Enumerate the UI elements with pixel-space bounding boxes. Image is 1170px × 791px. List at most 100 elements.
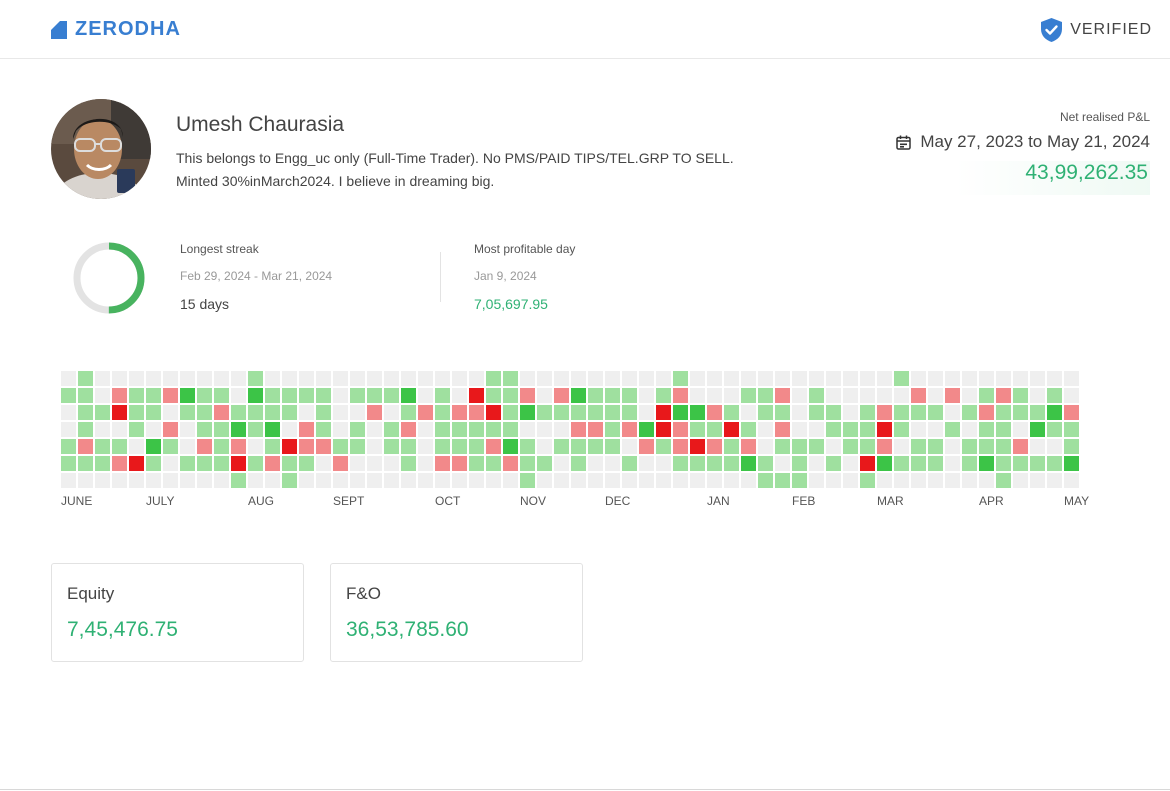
heatmap-day-cell <box>979 405 994 420</box>
month-label: SEPT <box>333 494 365 508</box>
heatmap-day-cell <box>282 371 297 386</box>
heatmap-day-cell <box>163 371 178 386</box>
heatmap-day-cell <box>418 439 433 454</box>
heatmap-day-cell <box>639 439 654 454</box>
heatmap-day-cell <box>129 405 144 420</box>
heatmap-day-cell <box>996 456 1011 471</box>
heatmap-day-cell <box>435 422 450 437</box>
heatmap-day-cell <box>61 473 76 488</box>
equity-card[interactable]: Equity 7,45,476.75 <box>51 563 304 662</box>
heatmap-day-cell <box>656 371 671 386</box>
heatmap-day-cell <box>928 371 943 386</box>
heatmap-day-cell <box>180 456 195 471</box>
heatmap-day-cell <box>622 473 637 488</box>
heatmap-day-cell <box>656 473 671 488</box>
heatmap-day-cell <box>758 405 773 420</box>
verified-label: VERIFIED <box>1070 21 1152 38</box>
heatmap-day-cell <box>877 422 892 437</box>
heatmap-day-cell <box>248 371 263 386</box>
heatmap-day-cell <box>724 473 739 488</box>
profile-name: Umesh Chaurasia <box>176 113 345 136</box>
longest-streak-value: 15 days <box>180 296 230 312</box>
heatmap-day-cell <box>214 405 229 420</box>
heatmap-day-cell <box>146 456 161 471</box>
heatmap-day-cell <box>1013 473 1028 488</box>
heatmap-day-cell <box>95 422 110 437</box>
footer-divider <box>0 789 1170 790</box>
heatmap-day-cell <box>605 456 620 471</box>
heatmap-day-cell <box>622 439 637 454</box>
heatmap-day-cell <box>537 371 552 386</box>
verified-shield-icon <box>1041 18 1063 42</box>
heatmap-day-cell <box>384 405 399 420</box>
heatmap-day-cell <box>690 405 705 420</box>
pnl-date-text: May 27, 2023 to May 21, 2024 <box>920 132 1150 151</box>
heatmap-day-cell <box>95 371 110 386</box>
heatmap-day-cell <box>724 422 739 437</box>
heatmap-day-cell <box>214 422 229 437</box>
heatmap-day-cell <box>741 439 756 454</box>
heatmap-day-cell <box>792 371 807 386</box>
heatmap-day-cell <box>418 422 433 437</box>
heatmap-day-cell <box>860 405 875 420</box>
heatmap-day-cell <box>214 456 229 471</box>
heatmap-day-cell <box>758 456 773 471</box>
heatmap-day-cell <box>911 473 926 488</box>
zerodha-logo[interactable]: ZERODHA <box>51 18 181 41</box>
profile-bio: This belongs to Engg_uc only (Full-Time … <box>176 147 816 193</box>
longest-streak-label: Longest streak <box>180 242 259 256</box>
heatmap-day-cell <box>809 388 824 403</box>
heatmap-day-cell <box>265 371 280 386</box>
heatmap-day-cell <box>316 422 331 437</box>
heatmap-day-cell <box>1064 439 1079 454</box>
heatmap-day-cell <box>469 439 484 454</box>
heatmap-day-cell <box>979 456 994 471</box>
heatmap-day-cell <box>724 405 739 420</box>
heatmap-day-cell <box>163 456 178 471</box>
month-label: APR <box>979 494 1004 508</box>
heatmap-day-cell <box>435 388 450 403</box>
pnl-date-range[interactable]: May 27, 2023 to May 21, 2024 <box>896 132 1150 152</box>
heatmap-day-cell <box>571 388 586 403</box>
heatmap-day-cell <box>469 371 484 386</box>
month-label: DEC <box>605 494 631 508</box>
heatmap-day-cell <box>622 371 637 386</box>
heatmap-day-cell <box>418 456 433 471</box>
heatmap-day-cell <box>622 405 637 420</box>
heatmap-day-cell <box>180 388 195 403</box>
heatmap-day-cell <box>554 371 569 386</box>
heatmap-day-cell <box>350 405 365 420</box>
month-label: JAN <box>707 494 730 508</box>
heatmap-day-cell <box>333 422 348 437</box>
heatmap-day-cell <box>1064 456 1079 471</box>
heatmap-day-cell <box>520 456 535 471</box>
heatmap-day-cell <box>588 405 603 420</box>
heatmap-day-cell <box>860 473 875 488</box>
heatmap-day-cell <box>843 456 858 471</box>
heatmap-day-cell <box>758 388 773 403</box>
heatmap-day-cell <box>588 422 603 437</box>
heatmap-day-cell <box>469 456 484 471</box>
heatmap-day-cell <box>554 439 569 454</box>
heatmap-day-cell <box>877 456 892 471</box>
fno-card[interactable]: F&O 36,53,785.60 <box>330 563 583 662</box>
heatmap-day-cell <box>758 473 773 488</box>
heatmap-day-cell <box>673 371 688 386</box>
heatmap-day-cell <box>741 388 756 403</box>
heatmap-day-cell <box>1047 473 1062 488</box>
heatmap-day-cell <box>282 456 297 471</box>
heatmap-day-cell <box>520 439 535 454</box>
heatmap-day-cell <box>1030 371 1045 386</box>
heatmap-day-cell <box>945 473 960 488</box>
heatmap-day-cell <box>146 371 161 386</box>
heatmap-day-cell <box>503 473 518 488</box>
heatmap-day-cell <box>894 405 909 420</box>
heatmap-day-cell <box>401 422 416 437</box>
profile-photo <box>51 99 151 199</box>
heatmap-day-cell <box>95 473 110 488</box>
heatmap-day-cell <box>197 405 212 420</box>
heatmap-day-cell <box>962 439 977 454</box>
heatmap-day-cell <box>78 473 93 488</box>
heatmap-day-cell <box>265 388 280 403</box>
heatmap-day-cell <box>129 388 144 403</box>
